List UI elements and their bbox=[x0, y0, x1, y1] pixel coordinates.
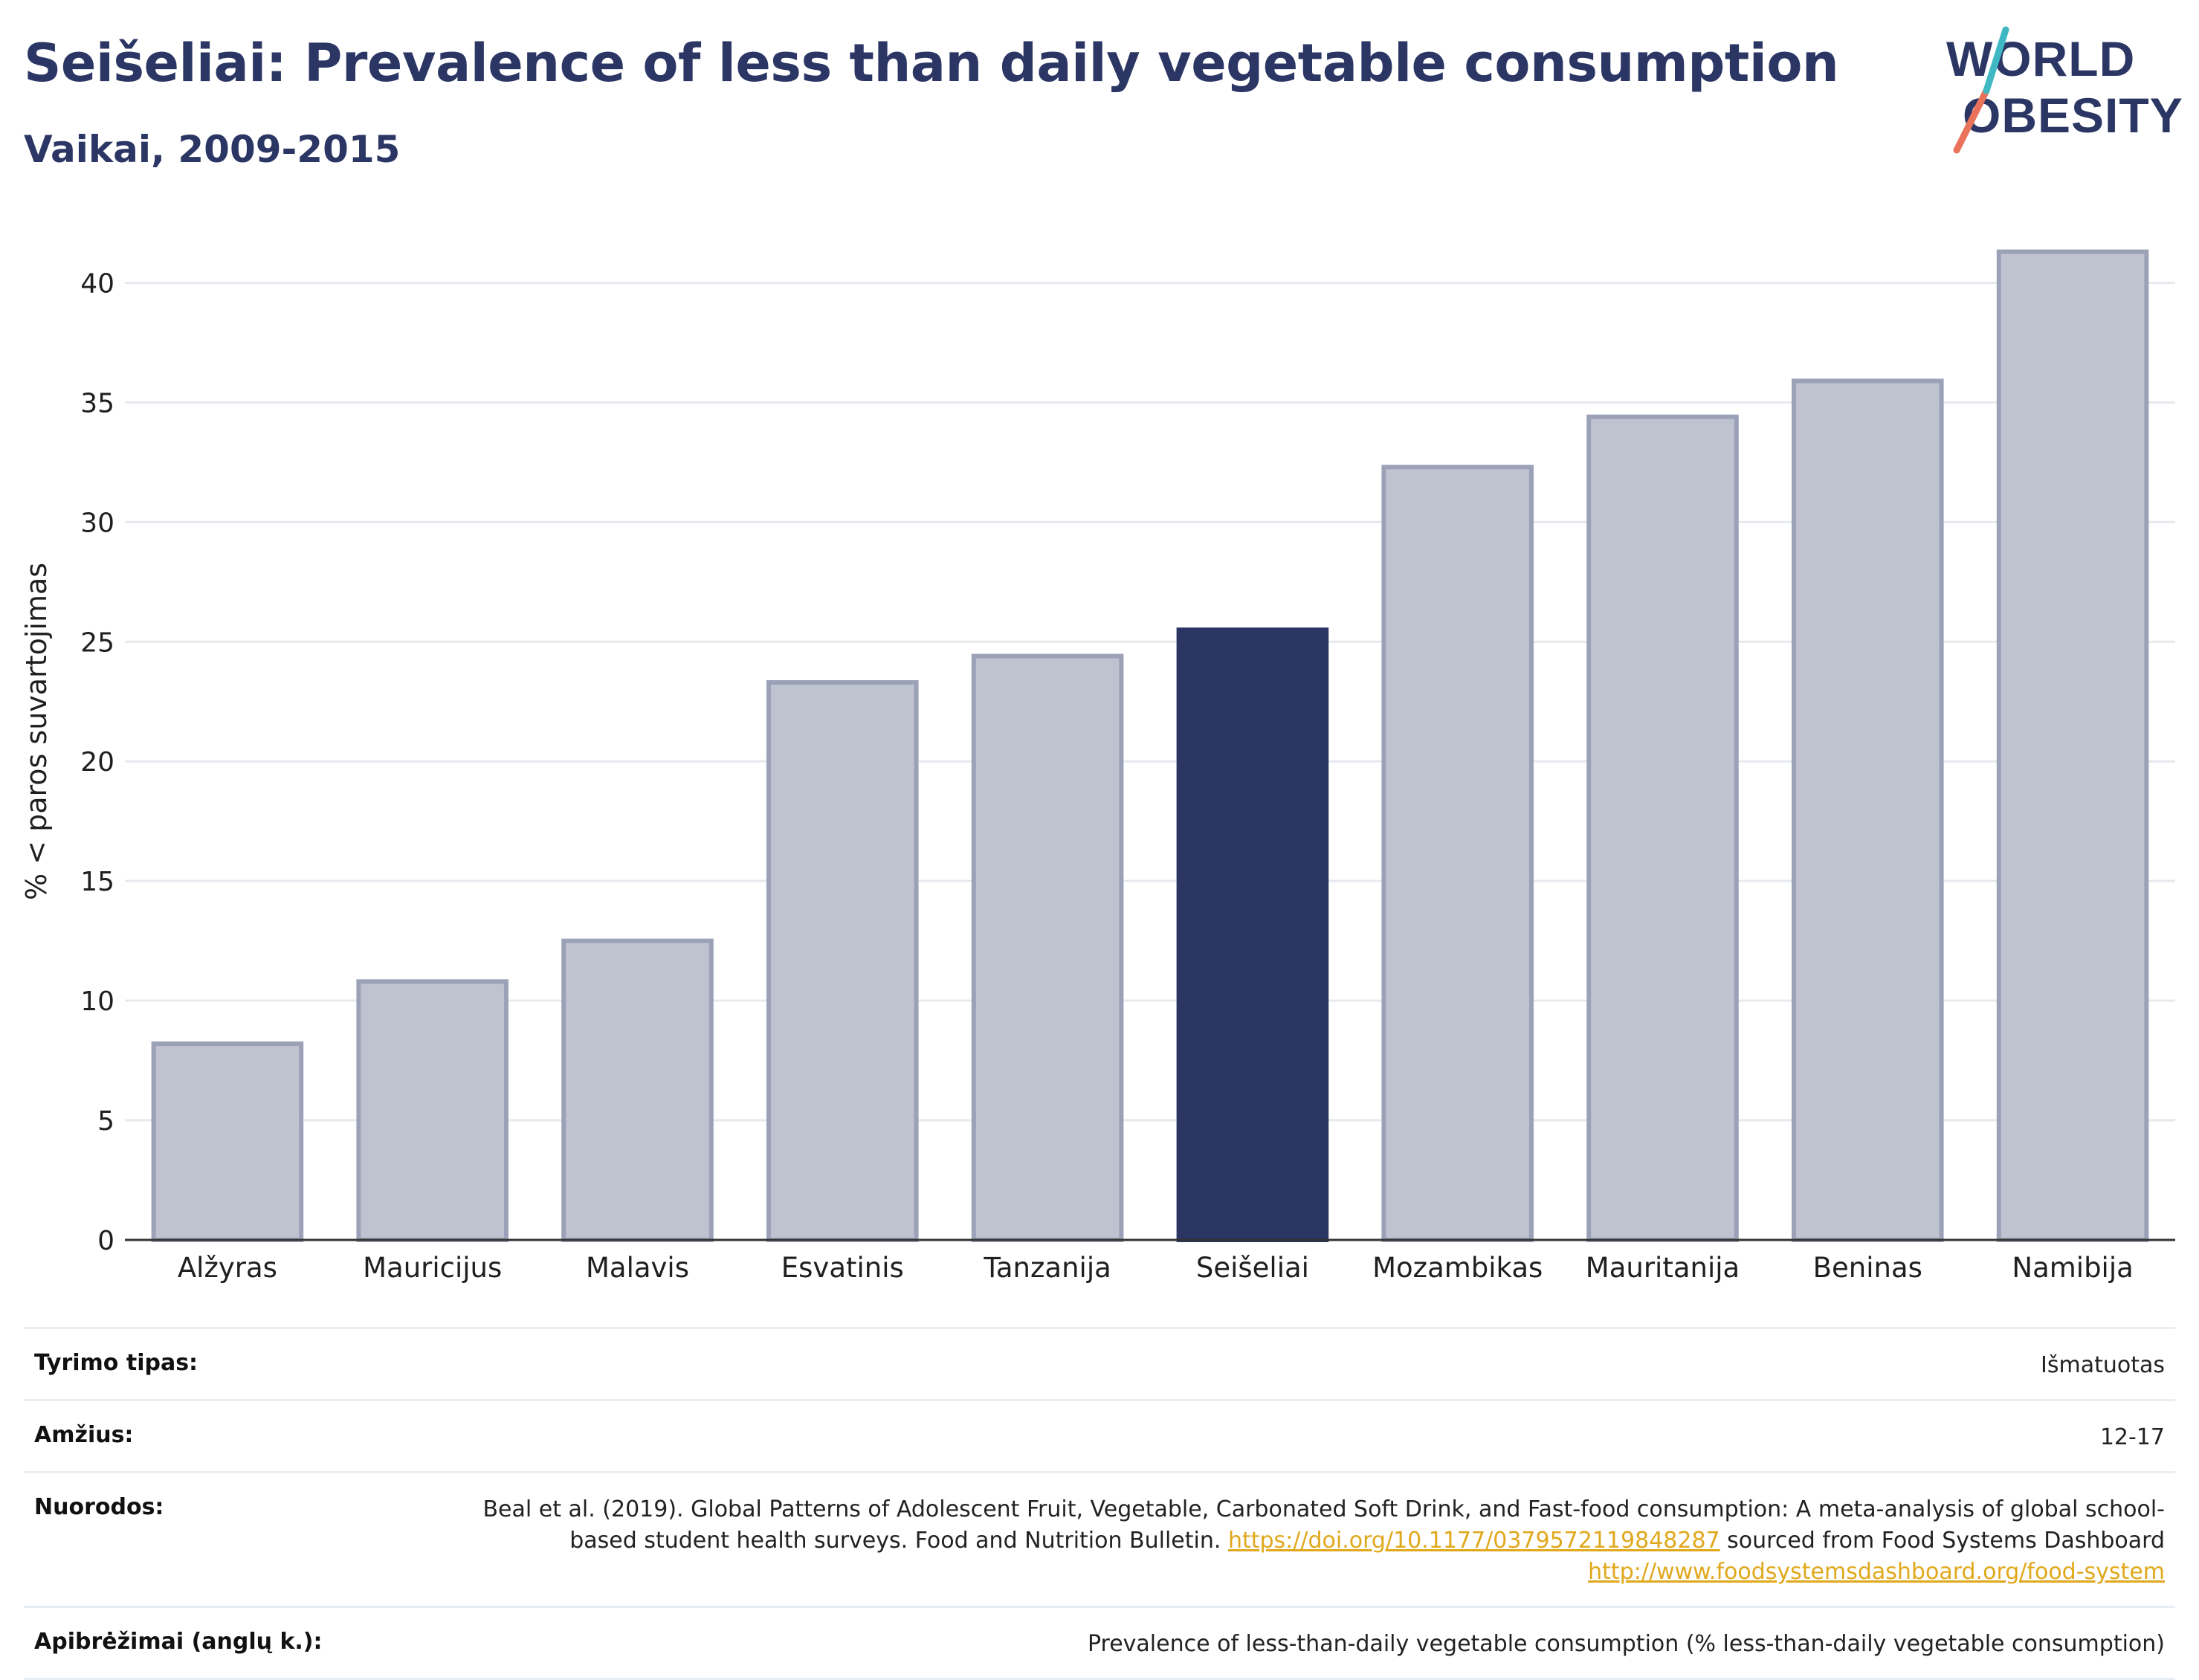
x-tick-label: Esvatinis bbox=[781, 1252, 904, 1284]
meta-value: Prevalence of less-than-daily vegetable … bbox=[1087, 1631, 2165, 1657]
metadata-table: Tyrimo tipas: Išmatuotas Amžius: 12-17 N… bbox=[24, 1327, 2175, 1680]
x-tick-label: Mauricijus bbox=[363, 1252, 502, 1284]
meta-value: 12-17 bbox=[2099, 1424, 2165, 1450]
reference-text: Beal et al. (2019). Global Patterns of A… bbox=[482, 1496, 2165, 1554]
x-tick-label: Malavis bbox=[586, 1252, 689, 1284]
meta-value: Išmatuotas bbox=[2041, 1352, 2165, 1378]
x-tick-label: Mauritanija bbox=[1586, 1252, 1740, 1284]
y-tick-label: 20 bbox=[80, 747, 114, 778]
x-tick-label: Beninas bbox=[1813, 1252, 1922, 1284]
y-tick-label: 25 bbox=[80, 627, 114, 658]
x-tick-label: Tanzanija bbox=[983, 1252, 1111, 1284]
meta-key: Amžius: bbox=[34, 1422, 134, 1448]
x-tick-label: Seišeliai bbox=[1196, 1252, 1309, 1284]
svg-text:OBESITY: OBESITY bbox=[1963, 88, 2183, 143]
meta-row-definitions: Apibrėžimai (anglų k.): Prevalence of le… bbox=[24, 1606, 2175, 1680]
svg-text:WORLD: WORLD bbox=[1946, 31, 2135, 86]
bar-mauricijus bbox=[356, 979, 508, 1242]
bar-esvatinis bbox=[766, 680, 919, 1242]
meta-row-age: Amžius: 12-17 bbox=[24, 1399, 2175, 1471]
bar-alžyras bbox=[151, 1041, 304, 1243]
world-obesity-logo: WORLD OBESITY bbox=[1946, 26, 2183, 154]
bar-namibija bbox=[1996, 249, 2149, 1243]
page-title: Seišeliai: Prevalence of less than daily… bbox=[24, 33, 1839, 94]
meta-key: Nuorodos: bbox=[34, 1494, 164, 1520]
bar-seišeliai bbox=[1176, 627, 1329, 1242]
meta-value: Beal et al. (2019). Global Patterns of A… bbox=[455, 1494, 2165, 1588]
bars bbox=[151, 249, 2149, 1243]
x-tick-labels: Alžyras Mauricijus Malavis Esvatinis Tanzani… bbox=[178, 1252, 2134, 1284]
bar-tanzanija bbox=[971, 653, 1124, 1242]
y-tick-label: 10 bbox=[80, 986, 114, 1017]
x-tick-label: Namibija bbox=[2012, 1252, 2133, 1284]
x-tick-label: Alžyras bbox=[178, 1252, 277, 1284]
meta-key: Tyrimo tipas: bbox=[34, 1350, 198, 1376]
meta-row-study-type: Tyrimo tipas: Išmatuotas bbox=[24, 1327, 2175, 1399]
bar-mozambikas bbox=[1381, 465, 1534, 1243]
page-subtitle: Vaikai, 2009-2015 bbox=[24, 128, 401, 171]
y-tick-label: 30 bbox=[80, 508, 114, 538]
x-tick-label: Mozambikas bbox=[1372, 1252, 1543, 1284]
reference-source-text: sourced from Food Systems Dashboard bbox=[1727, 1528, 2165, 1554]
doi-link[interactable]: https://doi.org/10.1177/0379572119848287 bbox=[1227, 1528, 1720, 1554]
y-tick-label: 35 bbox=[80, 388, 114, 419]
y-tick-label: 5 bbox=[97, 1106, 114, 1137]
bar-mauritanija bbox=[1586, 414, 1739, 1242]
bar-beninas bbox=[1792, 378, 1944, 1242]
bar-chart: 0 5 10 15 20 25 30 35 40 Alžyras Mauricijus Malavi… bbox=[20, 249, 2175, 1284]
y-tick-label: 15 bbox=[80, 867, 114, 897]
y-axis-label: % < paros suvartojimas bbox=[20, 563, 53, 900]
y-tick-label: 0 bbox=[97, 1226, 114, 1256]
y-tick-labels: 0 5 10 15 20 25 30 35 40 bbox=[80, 268, 114, 1256]
meta-row-references: Nuorodos: Beal et al. (2019). Global Pat… bbox=[24, 1471, 2175, 1606]
bar-malavis bbox=[561, 938, 714, 1243]
y-tick-label: 40 bbox=[80, 268, 114, 299]
meta-key: Apibrėžimai (anglų k.): bbox=[34, 1629, 323, 1655]
food-systems-link[interactable]: http://www.foodsystemsdashboard.org/food… bbox=[1588, 1559, 2165, 1585]
